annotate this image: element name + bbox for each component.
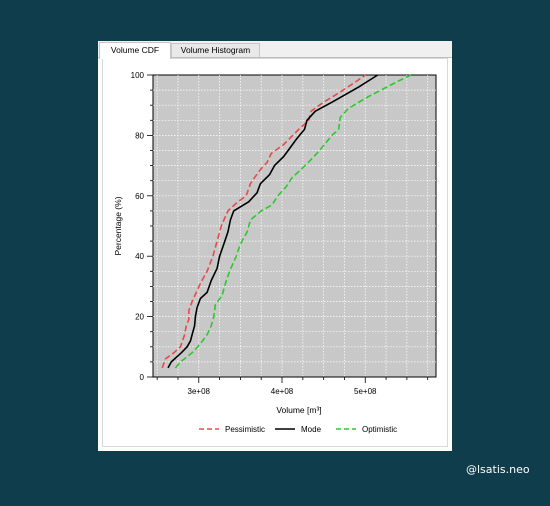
legend: Pessimistic Mode Optimistic [199, 425, 397, 434]
tab-bar: Volume CDF Volume Histogram [98, 41, 452, 59]
tab-volume-cdf[interactable]: Volume CDF [99, 42, 171, 59]
tab-volume-histogram[interactable]: Volume Histogram [171, 43, 260, 57]
y-tick-label: 20 [135, 313, 144, 322]
chart-panel: 0 20 40 60 80 100 3e+08 4e+08 5e+08 Percentage (… [102, 58, 448, 447]
legend-label-optimistic: Optimistic [362, 425, 397, 434]
series-line-pessimistic [161, 74, 366, 369]
y-tick-label: 80 [135, 131, 144, 140]
legend-label-pessimistic: Pessimistic [225, 425, 265, 434]
y-tick-label: 60 [135, 192, 144, 201]
y-tick-label: 100 [131, 71, 145, 80]
y-tick-label: 40 [135, 252, 144, 261]
grid-lines [153, 75, 436, 377]
volume-cdf-chart: 0 20 40 60 80 100 3e+08 4e+08 5e+08 Percentage (… [113, 71, 437, 434]
data-series [161, 74, 412, 369]
x-tick-label: 5e+08 [354, 387, 377, 396]
volume-chart-window: Volume CDF Volume Histogram 0 20 40 60 80 100… [98, 41, 452, 451]
x-axis-label: Volume [m³] [276, 405, 321, 415]
series-line-optimistic [174, 74, 412, 369]
watermark-text: @lsatis.neo [466, 463, 530, 476]
x-tick-label: 3e+08 [188, 387, 211, 396]
y-axis-label: Percentage (%) [113, 196, 123, 255]
legend-label-mode: Mode [301, 425, 322, 434]
y-tick-label: 0 [140, 373, 145, 382]
x-tick-label: 4e+08 [271, 387, 294, 396]
series-line-mode [167, 74, 379, 369]
axis-ticks: 0 20 40 60 80 100 3e+08 4e+08 5e+08 [131, 71, 429, 396]
